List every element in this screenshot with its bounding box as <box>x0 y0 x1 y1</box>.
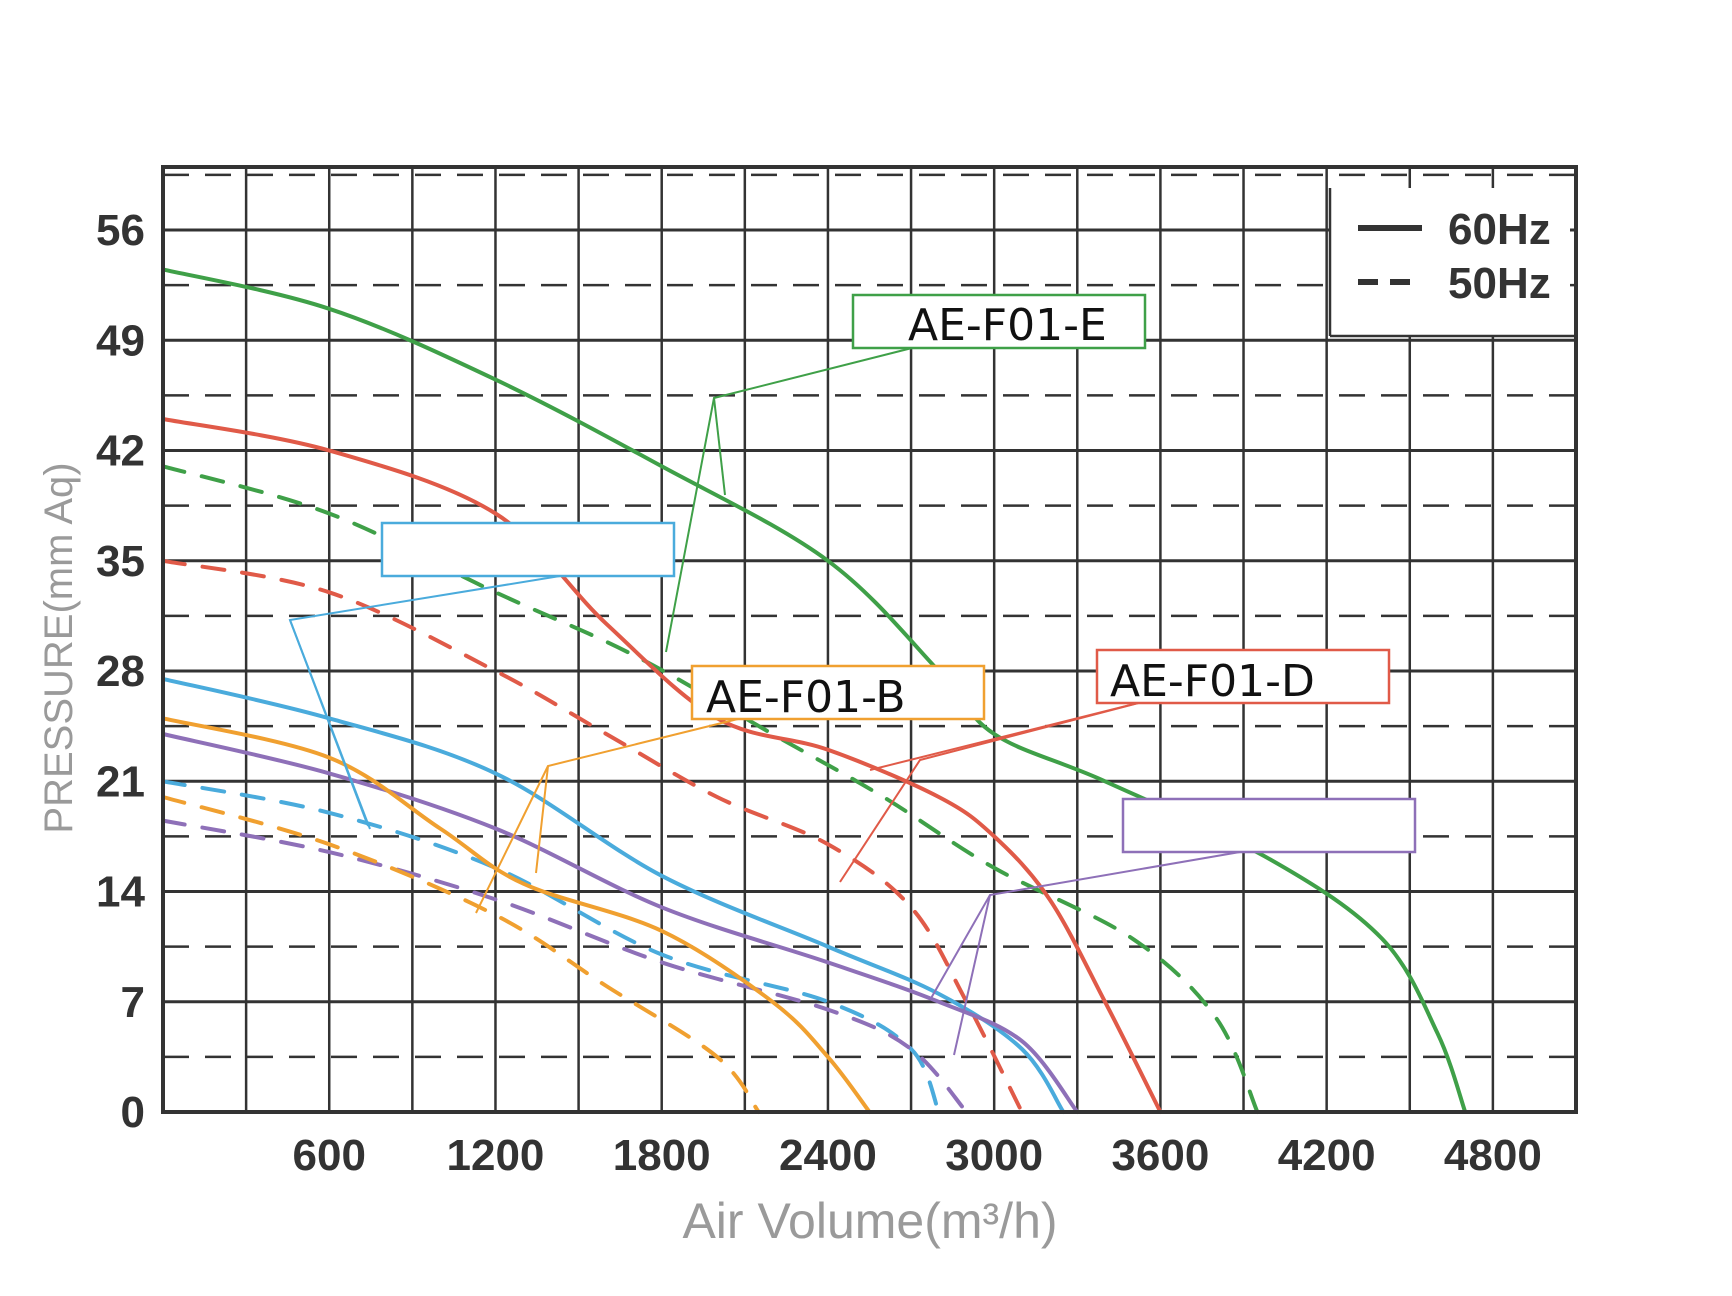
series-line <box>161 417 1163 1114</box>
x-tick-label: 4200 <box>1278 1131 1376 1180</box>
x-tick-label: 3000 <box>945 1131 1043 1180</box>
x-tick-label: 600 <box>293 1131 366 1180</box>
y-tick-label: 49 <box>96 316 145 365</box>
callout-label: AE-F01-B <box>706 672 906 723</box>
plot-frame <box>161 165 1578 1114</box>
callout-leader-line <box>475 765 549 914</box>
x-tick-label: 1200 <box>447 1131 545 1180</box>
x-tick-label: 4800 <box>1444 1131 1542 1180</box>
legend-label: 60Hz <box>1448 205 1551 254</box>
x-tick-label: 2400 <box>779 1131 877 1180</box>
series-line <box>161 818 969 1114</box>
y-tick-label: 7 <box>121 978 145 1027</box>
y-tick-label: 28 <box>96 647 145 696</box>
series-line <box>161 795 761 1114</box>
callout-layer: AE-F01-E AE-F01-B AE-F01-D <box>288 293 1417 1056</box>
callout-box <box>380 521 676 578</box>
callout-leader-line <box>953 894 991 1056</box>
y-tick-label: 0 <box>121 1088 145 1137</box>
series-line <box>161 464 1260 1114</box>
y-tick-label: 35 <box>96 537 145 586</box>
callout-box <box>690 664 986 721</box>
callout-leader-line <box>713 397 726 496</box>
series-line <box>161 558 1024 1114</box>
x-axis-title: Air Volume(m³/h) <box>682 1193 1057 1249</box>
callout-box <box>1095 648 1391 705</box>
x-tick-label: 3600 <box>1111 1131 1209 1180</box>
callout-label: AE-F01-E <box>908 300 1107 351</box>
callout-label: AE-F01-D <box>1110 656 1315 707</box>
axis-layer: 600 1200 1800 2400 3000 3600 4200 4800 0 7 14 21 28 3… <box>96 206 1542 1180</box>
y-tick-label: 14 <box>96 868 145 917</box>
legend-label: 50Hz <box>1448 259 1551 308</box>
y-tick-label: 21 <box>96 757 145 806</box>
callout-leader-line <box>289 619 371 830</box>
callout-box <box>1121 797 1417 854</box>
y-tick-label: 56 <box>96 206 145 255</box>
callout-leader-line <box>839 699 1151 883</box>
callout-box <box>851 293 1147 350</box>
legend-background <box>1330 188 1570 336</box>
series-line <box>161 716 872 1114</box>
x-tick-label: 1800 <box>613 1131 711 1180</box>
legend: 60Hz 50Hz <box>1328 188 1576 338</box>
y-tick-label: 42 <box>96 427 145 476</box>
series-line <box>161 779 941 1114</box>
y-axis-title: PRESSURE(mm Aq) <box>37 462 81 833</box>
series-line <box>161 732 1080 1114</box>
